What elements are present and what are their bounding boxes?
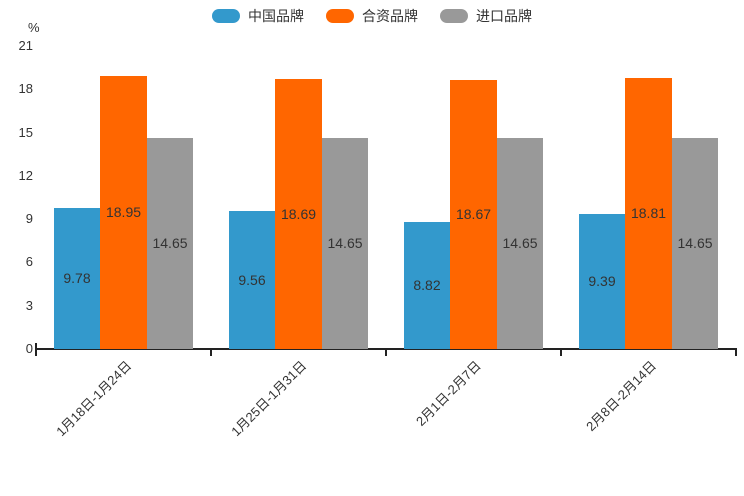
bar-value-label: 18.81 xyxy=(630,205,667,222)
y-axis-tick-label: 6 xyxy=(25,254,33,270)
bar-合资品牌-4 xyxy=(625,77,672,349)
y-axis-tick-label: 18 xyxy=(18,81,33,97)
bar-value-label: 14.65 xyxy=(502,235,538,252)
bar-合资品牌-3 xyxy=(450,79,497,349)
bar-value-label: 14.65 xyxy=(677,235,713,252)
x-axis-category-label: 1月18日-1月24日 xyxy=(52,358,135,440)
x-axis-category-label: 2月1日-2月7日 xyxy=(413,358,485,429)
legend-label-import-brand: 进口品牌 xyxy=(476,8,532,24)
bar-合资品牌-2 xyxy=(275,79,322,349)
x-axis-tick xyxy=(735,349,737,356)
y-axis-tick-label: 0 xyxy=(25,341,33,356)
legend-item-import-brand[interactable]: 进口品牌 xyxy=(440,6,532,26)
legend-item-joint-venture-brand[interactable]: 合资品牌 xyxy=(326,6,418,26)
bar-value-label: 9.56 xyxy=(238,272,266,289)
x-axis-category-label: 2月8日-2月14日 xyxy=(583,358,660,435)
legend-label-joint-venture-brand: 合资品牌 xyxy=(362,8,418,24)
bar-value-label: 18.67 xyxy=(455,206,492,223)
y-axis-tick-label: 9 xyxy=(25,211,33,227)
bar-value-label: 9.78 xyxy=(63,270,91,287)
bar-中国品牌-2 xyxy=(228,211,276,349)
legend-label-china-brand: 中国品牌 xyxy=(248,8,304,24)
y-axis-tick-label: 12 xyxy=(18,167,33,183)
china-brand-swatch-icon xyxy=(212,9,240,23)
x-axis-tick xyxy=(560,349,562,356)
x-axis-category-label: 1月25日-1月31日 xyxy=(227,358,310,440)
y-axis-tick-label: 21 xyxy=(18,38,33,53)
x-axis-tick xyxy=(210,349,212,356)
bar-进口品牌-1 xyxy=(146,137,194,349)
bar-value-label: 14.65 xyxy=(327,235,363,252)
bar-value-label: 8.82 xyxy=(413,277,441,294)
bar-value-label: 18.69 xyxy=(280,206,317,223)
bar-进口品牌-2 xyxy=(321,137,369,349)
bar-中国品牌-4 xyxy=(578,213,626,349)
bar-value-label: 14.65 xyxy=(152,235,188,252)
y-axis-tick-label: 15 xyxy=(18,124,33,140)
bar-value-label: 9.39 xyxy=(588,273,616,290)
chart-legend: 中国品牌 合资品牌 进口品牌 xyxy=(0,6,744,26)
legend-item-china-brand[interactable]: 中国品牌 xyxy=(212,6,304,26)
bar-进口品牌-4 xyxy=(671,137,719,349)
bar-中国品牌-1 xyxy=(53,207,101,349)
import-brand-swatch-icon xyxy=(440,9,468,23)
x-axis-tick xyxy=(385,349,387,356)
bar-合资品牌-1 xyxy=(100,75,147,349)
y-axis-unit-label: % xyxy=(28,20,40,35)
joint-venture-brand-swatch-icon xyxy=(326,9,354,23)
x-axis-tick xyxy=(35,349,37,356)
bar-进口品牌-3 xyxy=(496,137,544,349)
bar-value-label: 18.95 xyxy=(105,204,142,221)
y-axis-zero-tick xyxy=(35,343,37,349)
bar-中国品牌-3 xyxy=(403,221,451,349)
y-axis-tick-label: 3 xyxy=(25,297,33,313)
